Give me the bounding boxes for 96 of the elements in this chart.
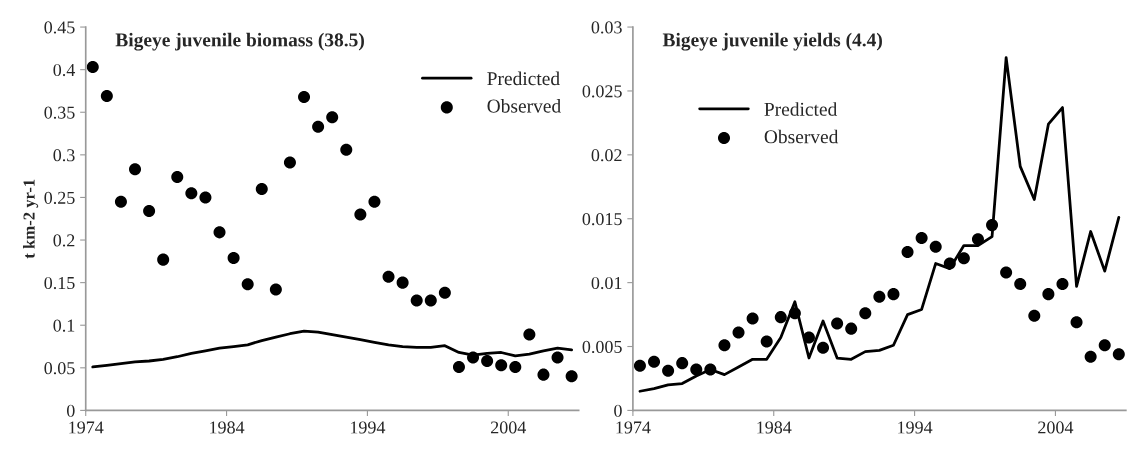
point xyxy=(929,240,942,253)
x-tick-label: 1984 xyxy=(210,421,245,434)
point xyxy=(410,294,423,307)
point xyxy=(340,143,353,156)
point xyxy=(269,283,282,296)
point xyxy=(438,286,451,299)
y-tick-label: 0.005 xyxy=(582,340,622,354)
point xyxy=(424,294,437,307)
point xyxy=(732,326,745,339)
point xyxy=(312,120,325,133)
point xyxy=(143,205,156,218)
y-tick-label: 0.45 xyxy=(44,21,75,34)
point xyxy=(746,312,759,325)
point xyxy=(676,357,689,370)
point xyxy=(114,195,127,208)
y-tick-label: 0.3 xyxy=(53,149,75,162)
point xyxy=(185,187,198,200)
point xyxy=(1056,277,1069,290)
legend-label: Observed xyxy=(487,98,561,113)
point xyxy=(199,191,212,204)
point xyxy=(957,252,970,265)
point xyxy=(213,226,226,239)
point xyxy=(633,359,646,372)
point xyxy=(171,170,184,184)
point xyxy=(887,288,900,301)
point xyxy=(481,354,494,368)
point xyxy=(1028,309,1041,322)
point xyxy=(915,231,928,244)
point xyxy=(495,359,508,372)
point xyxy=(565,370,578,383)
legend-label: Observed xyxy=(764,129,839,144)
chart-title: Bigeye juvenile yields (4.4) xyxy=(662,32,882,51)
point xyxy=(831,317,844,330)
point xyxy=(1098,339,1111,352)
point xyxy=(873,290,886,303)
x-tick-label: 2004 xyxy=(490,421,527,434)
point xyxy=(901,245,914,258)
y-tick-label: 0.2 xyxy=(53,234,75,247)
point xyxy=(241,278,254,291)
x-tick-label: 1974 xyxy=(616,421,651,434)
point xyxy=(760,335,773,348)
point xyxy=(551,351,564,364)
y-tick-label: 0.02 xyxy=(591,149,622,162)
point xyxy=(523,328,536,341)
point xyxy=(354,208,367,221)
point xyxy=(718,339,731,352)
point xyxy=(509,360,522,373)
x-tick-label: 1994 xyxy=(898,421,933,434)
x-tick-label: 1974 xyxy=(69,421,104,434)
point xyxy=(859,307,872,320)
point xyxy=(648,355,661,368)
point xyxy=(774,311,787,324)
point xyxy=(1042,288,1055,301)
x-tick-label: 2004 xyxy=(1038,421,1074,434)
point xyxy=(396,276,409,289)
point xyxy=(298,90,311,103)
line-series xyxy=(638,56,1121,393)
point xyxy=(662,364,675,377)
point xyxy=(86,61,99,74)
y-tick-label: 0.15 xyxy=(44,276,75,290)
y-tick-label: 0.025 xyxy=(582,85,622,98)
y-tick-label: 0 xyxy=(66,404,75,417)
point xyxy=(129,163,142,176)
y-axis-title: t km-2 yr-1 xyxy=(22,179,39,259)
x-tick-label: 1984 xyxy=(757,421,792,434)
y-tick-label: 0 xyxy=(614,404,622,417)
y-tick-label: 0.05 xyxy=(44,362,75,375)
point xyxy=(255,182,268,195)
y-tick-label: 0.35 xyxy=(44,106,75,119)
legend-label: Predicted xyxy=(487,71,560,86)
point xyxy=(1014,277,1027,290)
point xyxy=(157,253,170,266)
point xyxy=(382,270,395,283)
line-series xyxy=(91,329,574,369)
chart-title: Bigeye juvenile biomass (38.5) xyxy=(115,32,364,51)
point xyxy=(283,156,296,169)
point xyxy=(1070,316,1083,329)
x-tick-label: 1994 xyxy=(350,421,386,434)
y-tick-label: 0.015 xyxy=(582,212,622,226)
point xyxy=(1112,348,1125,361)
point xyxy=(368,195,381,208)
y-tick-label: 0.01 xyxy=(591,276,622,290)
y-tick-label: 0.4 xyxy=(53,63,76,77)
point xyxy=(100,90,113,103)
legend-label: Predicted xyxy=(764,102,838,116)
y-tick-label: 0.25 xyxy=(44,191,75,204)
point xyxy=(326,111,339,124)
point xyxy=(227,251,240,264)
point xyxy=(1000,266,1013,279)
point xyxy=(1084,350,1097,363)
y-tick-label: 0.03 xyxy=(591,21,622,34)
point xyxy=(452,360,465,373)
y-tick-label: 0.1 xyxy=(53,319,75,332)
point xyxy=(537,368,550,381)
point xyxy=(845,322,858,335)
point xyxy=(817,341,830,354)
